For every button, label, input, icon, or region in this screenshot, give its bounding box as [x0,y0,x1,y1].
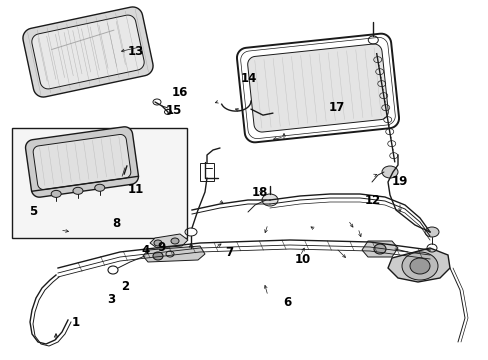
Text: 6: 6 [283,296,291,309]
Ellipse shape [409,258,429,274]
Ellipse shape [51,190,61,197]
Text: 13: 13 [127,45,144,58]
Bar [12,128,186,238]
Ellipse shape [424,227,438,237]
Ellipse shape [154,240,162,246]
Text: 1: 1 [72,316,80,329]
Polygon shape [23,7,153,97]
Text: 10: 10 [294,253,311,266]
Text: 12: 12 [364,194,380,207]
Polygon shape [247,44,387,132]
Ellipse shape [171,238,179,244]
Ellipse shape [95,184,104,191]
Ellipse shape [401,252,437,280]
Text: 7: 7 [224,246,232,258]
Polygon shape [361,241,397,257]
Text: 11: 11 [127,183,144,195]
Ellipse shape [262,194,278,206]
Ellipse shape [73,187,83,194]
Polygon shape [387,248,449,282]
Polygon shape [142,246,204,262]
Ellipse shape [381,166,397,178]
Text: 17: 17 [327,101,344,114]
Text: 16: 16 [171,86,188,99]
Polygon shape [33,134,131,190]
Polygon shape [32,15,144,89]
Text: 8: 8 [112,217,120,230]
Ellipse shape [373,244,385,254]
Text: 19: 19 [391,175,407,188]
Text: 14: 14 [240,72,256,85]
Polygon shape [25,127,138,197]
Text: 3: 3 [107,293,115,306]
Text: 4: 4 [142,244,149,257]
Text: 9: 9 [157,241,165,254]
Polygon shape [150,234,187,248]
Ellipse shape [153,252,163,260]
Text: 2: 2 [121,280,128,293]
Text: 18: 18 [251,186,268,199]
Text: 5: 5 [29,205,37,218]
Bar [200,163,214,181]
Text: 15: 15 [165,104,182,117]
